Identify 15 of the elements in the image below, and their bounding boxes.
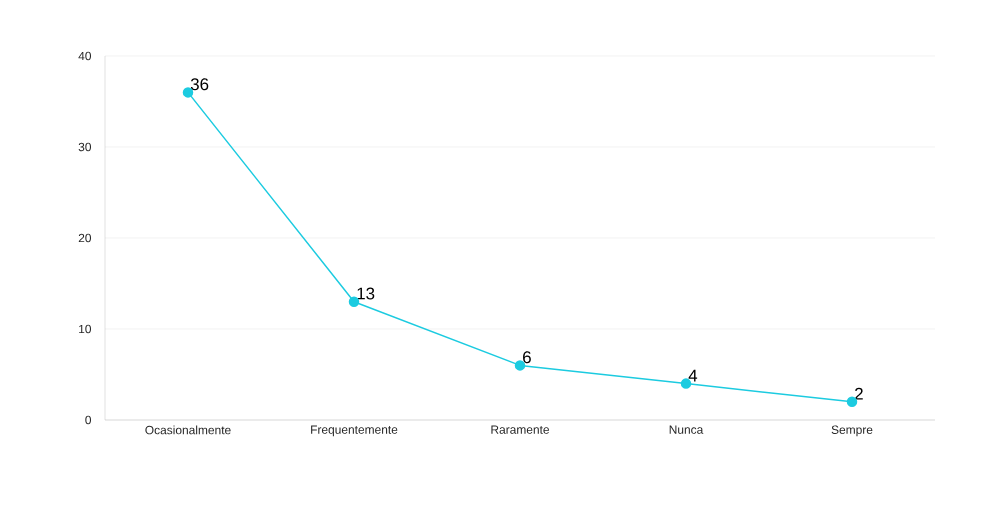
x-tick-label: Frequentemente [311,425,398,437]
x-tick-label: Nunca [669,425,704,434]
y-tick-label: 30 [78,142,92,152]
x-tick-label: Sempre [831,425,873,437]
data-label: 36 [190,78,209,91]
y-tick-label: 10 [79,324,92,334]
data-label: 6 [523,351,531,364]
data-label: 13 [357,287,375,300]
x-tick-label: Ocasionalmente [145,425,231,435]
y-tick-label: 40 [78,51,92,61]
y-tick-label: 0 [85,415,92,425]
data-label: 2 [855,387,863,400]
x-tick-label: Raramente [491,425,550,434]
data-label: 4 [688,369,698,382]
y-tick-label: 20 [78,233,92,243]
